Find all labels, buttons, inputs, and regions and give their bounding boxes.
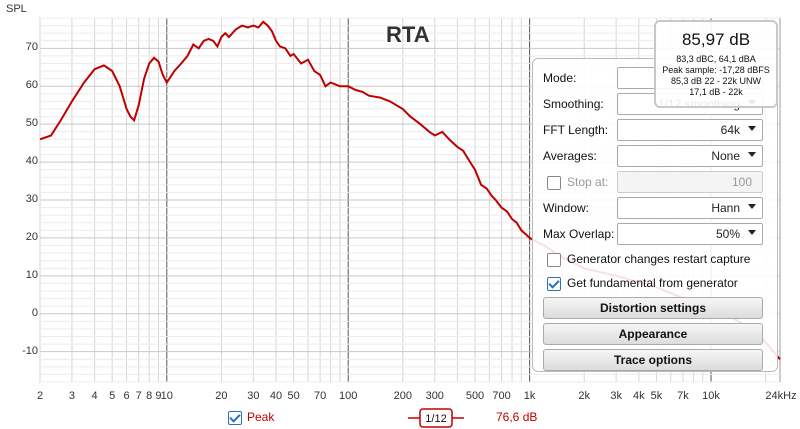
x-tick-label: 3 [68,390,75,402]
stop-at-value: 100 [731,175,752,189]
window-value: Hann [711,201,740,215]
averages-value: None [711,149,740,163]
chevron-down-icon [748,126,756,131]
x-tick-label: 30 [247,390,260,402]
y-tick-label: 30 [25,193,38,205]
x-tick-label: 70 [313,390,327,402]
x-tick-label: 8 [146,390,153,402]
x-tick-label: 100 [339,390,358,402]
x-tick-label: 7k [677,390,689,402]
chevron-down-icon [748,230,756,235]
x-tick-label: 10k [702,390,720,402]
smoothing-badge[interactable]: 1/12 [408,408,464,428]
distortion-settings-button[interactable]: Distortion settings [543,297,763,319]
x-tick-label: 3k [610,390,622,402]
chevron-down-icon [748,204,756,209]
x-tick-label: 40 [269,390,283,402]
max-overlap-value: 50% [715,227,740,241]
mode-label: Mode: [543,71,577,85]
x-tick-label: 1k [523,390,536,402]
fft-length-value: 64k [720,123,740,137]
generator-restart-checkbox[interactable] [547,253,561,267]
x-tick-label: 500 [465,390,485,402]
window-select[interactable]: Hann [617,197,763,219]
y-tick-label: 0 [31,306,38,319]
x-tick-label: 50 [287,390,300,402]
badge-frame [419,408,453,428]
max-overlap-select[interactable]: 50% [617,223,763,245]
generator-restart-label: Generator changes restart capture [567,252,751,266]
smoothing-badge-text: 1/12 [425,413,446,425]
peak-trace-label: Peak [247,410,275,424]
stop-at-checkbox[interactable] [547,176,561,190]
readout-unweighted-level: 85,3 dB 22 - 22k UNW [670,76,762,86]
averages-label: Averages: [543,149,597,163]
averages-select[interactable]: None [617,145,763,167]
x-tick-label: 2k [578,390,591,402]
window-label: Window: [543,201,590,215]
plot-title: RTA [386,22,430,47]
x-tick-label: 10 [160,390,173,402]
y-tick-label: 40 [25,155,38,168]
smoothing-label: Smoothing: [543,97,604,111]
y-tick-label: 10 [25,268,38,281]
fft-length-label: FFT Length: [543,123,609,137]
y-tick-label: -10 [22,344,38,357]
x-tick-label: 300 [425,390,444,402]
fundamental-from-generator-label: Get fundamental from generator [567,276,738,290]
readout-band-level: 17,1 dB - 22k [689,87,743,97]
level-readout: 85,97 dB 83,3 dBC, 64,1 dBA Peak sample:… [654,20,778,108]
x-tick-label: 200 [393,390,412,402]
stop-at-spinner[interactable]: 100 [617,171,763,193]
x-tick-label: 9 [155,390,162,402]
y-axis-label: SPL [6,3,27,15]
readout-weighted-levels: 83,3 dBC, 64,1 dBA [676,54,756,64]
stop-at-label: Stop at: [567,175,609,189]
fundamental-from-generator-checkbox[interactable] [547,277,561,291]
current-level: 76,6 dB [496,410,538,424]
peak-trace-checkbox[interactable] [228,411,242,425]
y-tick-label: 70 [25,41,38,54]
y-tick-label: 50 [25,117,38,130]
x-tick-label: 7 [135,390,142,402]
readout-main-level: 85,97 dB [681,30,751,49]
readout-peak-sample: Peak sample: -17,28 dBFS [662,65,770,75]
x-tick-label: 24kHz [765,390,797,402]
x-tick-label: 4k [633,390,645,402]
x-tick-label: 4 [91,390,98,402]
chevron-down-icon [748,152,756,157]
x-tick-label: 5 [109,390,116,402]
series-line-peak [39,20,781,360]
max-overlap-label: Max Overlap: [543,227,615,241]
x-tick-label: 5k [650,390,663,402]
trace-options-button[interactable]: Trace options [543,349,763,371]
x-tick-label: 700 [492,390,511,402]
x-tick-label: 2 [36,390,44,402]
y-tick-label: 60 [25,79,38,92]
rta-settings-panel: Mode: Smoothing: 1/12 smoothing FFT Leng… [532,58,778,372]
x-tick-label: 6 [123,390,130,402]
x-tick-label: 20 [215,390,228,402]
y-tick-label: 20 [25,230,38,243]
fft-length-select[interactable]: 64k [617,119,763,141]
appearance-button[interactable]: Appearance [543,323,763,345]
